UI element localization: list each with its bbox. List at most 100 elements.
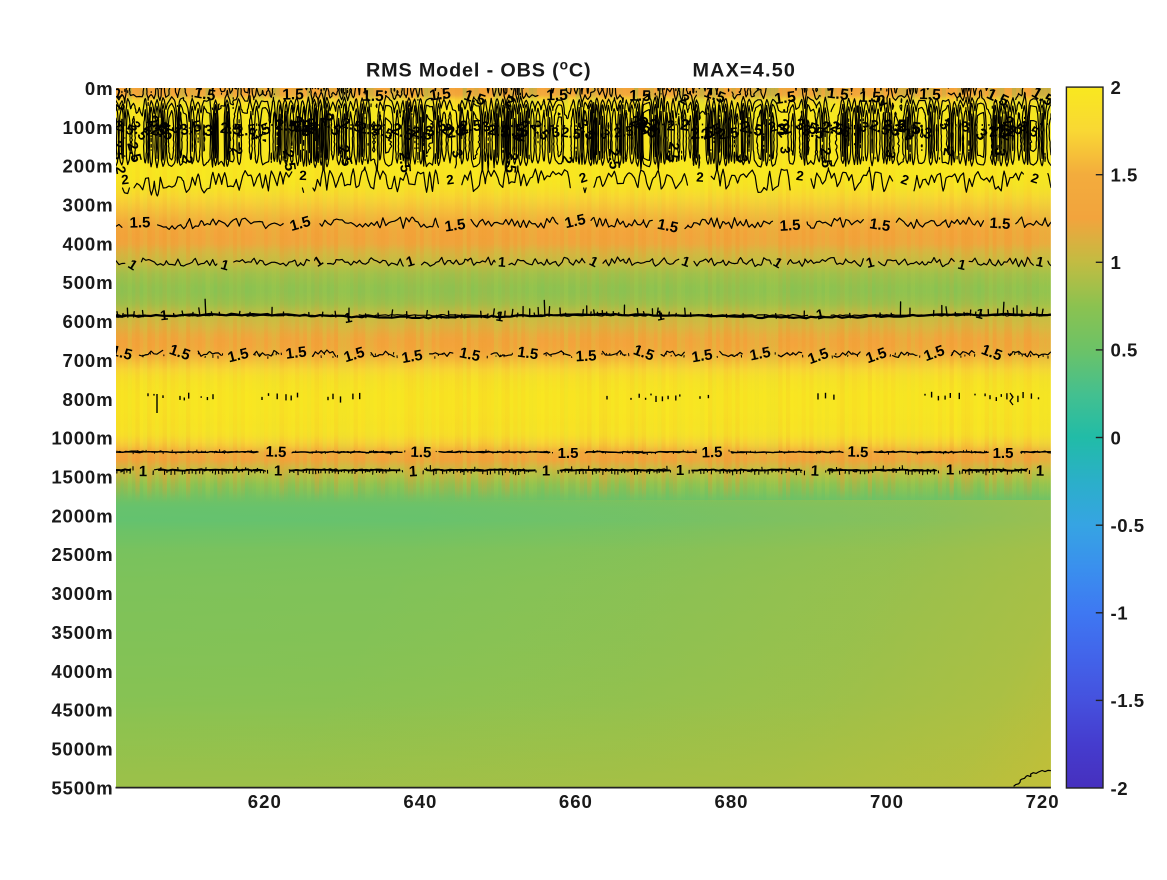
svg-text:1: 1 xyxy=(1111,252,1122,273)
svg-text:1.5: 1.5 xyxy=(167,341,192,364)
svg-text:5500m: 5500m xyxy=(51,777,113,798)
svg-text:1: 1 xyxy=(956,256,968,273)
svg-text:3: 3 xyxy=(990,146,1008,157)
svg-text:2.5: 2.5 xyxy=(357,120,381,140)
svg-text:200m: 200m xyxy=(63,156,114,177)
svg-text:100m: 100m xyxy=(63,117,114,138)
svg-text:1.5: 1.5 xyxy=(285,343,308,362)
svg-text:3: 3 xyxy=(300,116,313,137)
svg-text:0.5: 0.5 xyxy=(1111,340,1138,361)
svg-text:1.5: 1.5 xyxy=(444,216,467,236)
svg-text:1.5: 1.5 xyxy=(458,344,482,365)
svg-text:3.5: 3.5 xyxy=(884,117,907,135)
svg-text:2: 2 xyxy=(767,119,779,136)
svg-text:640: 640 xyxy=(403,791,437,812)
svg-text:1: 1 xyxy=(159,307,169,324)
svg-text:MAX=4.50: MAX=4.50 xyxy=(693,59,797,81)
svg-text:2.5: 2.5 xyxy=(699,120,725,144)
svg-text:2.5: 2.5 xyxy=(279,149,299,173)
svg-text:2: 2 xyxy=(299,168,307,183)
svg-text:2: 2 xyxy=(696,170,704,185)
svg-text:500m: 500m xyxy=(63,272,114,293)
svg-text:2: 2 xyxy=(795,168,805,184)
svg-text:2.5: 2.5 xyxy=(690,124,714,144)
svg-text:2: 2 xyxy=(228,146,245,156)
svg-text:1.5: 1.5 xyxy=(989,215,1011,233)
svg-text:2.5: 2.5 xyxy=(459,118,482,136)
svg-text:5000m: 5000m xyxy=(51,738,113,759)
svg-text:1.5: 1.5 xyxy=(428,85,452,105)
svg-text:2: 2 xyxy=(121,172,130,188)
svg-text:2.5: 2.5 xyxy=(110,140,127,160)
svg-text:2: 2 xyxy=(111,84,126,102)
svg-text:2.5: 2.5 xyxy=(604,148,622,171)
svg-text:300m: 300m xyxy=(63,195,114,216)
svg-text:1: 1 xyxy=(814,305,825,322)
svg-text:1.5: 1.5 xyxy=(546,87,568,104)
svg-text:3000m: 3000m xyxy=(51,583,113,604)
svg-text:2500m: 2500m xyxy=(51,544,113,565)
svg-text:2000m: 2000m xyxy=(51,505,113,526)
svg-text:2.5: 2.5 xyxy=(112,117,136,139)
svg-text:1: 1 xyxy=(864,254,876,272)
svg-text:2: 2 xyxy=(1111,77,1122,98)
svg-text:2.5: 2.5 xyxy=(142,117,167,140)
svg-text:3: 3 xyxy=(635,115,648,135)
svg-text:4000m: 4000m xyxy=(51,661,113,682)
svg-text:2: 2 xyxy=(112,165,129,176)
svg-text:800m: 800m xyxy=(63,389,114,410)
svg-text:2.5: 2.5 xyxy=(717,125,739,143)
svg-text:3500m: 3500m xyxy=(51,622,113,643)
svg-text:2: 2 xyxy=(559,155,576,165)
svg-text:2: 2 xyxy=(178,154,196,165)
svg-text:2.5: 2.5 xyxy=(123,140,144,164)
svg-text:2: 2 xyxy=(1029,170,1041,187)
svg-text:3.5: 3.5 xyxy=(800,122,825,143)
svg-text:4500m: 4500m xyxy=(51,700,113,721)
svg-text:1.5: 1.5 xyxy=(226,345,250,367)
svg-text:620: 620 xyxy=(248,791,282,812)
svg-text:1.5: 1.5 xyxy=(748,344,772,365)
svg-text:1.5: 1.5 xyxy=(922,342,947,365)
svg-text:2: 2 xyxy=(939,147,957,158)
svg-text:2.5: 2.5 xyxy=(816,147,834,169)
svg-text:1: 1 xyxy=(1035,253,1046,270)
svg-text:600m: 600m xyxy=(63,311,114,332)
svg-text:3: 3 xyxy=(733,154,750,165)
svg-text:1.5: 1.5 xyxy=(993,445,1014,462)
svg-text:1.5: 1.5 xyxy=(773,88,797,108)
svg-text:3: 3 xyxy=(881,148,898,160)
svg-text:2.5: 2.5 xyxy=(867,117,892,139)
svg-text:2: 2 xyxy=(648,116,660,135)
svg-text:1.5: 1.5 xyxy=(691,346,714,366)
svg-text:2: 2 xyxy=(112,102,129,112)
svg-text:1.5: 1.5 xyxy=(701,444,722,462)
svg-text:1.5: 1.5 xyxy=(362,88,384,105)
svg-text:1.5: 1.5 xyxy=(575,347,597,365)
svg-text:660: 660 xyxy=(559,791,593,812)
svg-text:2.5: 2.5 xyxy=(820,118,845,139)
svg-text:1.5: 1.5 xyxy=(919,86,942,104)
svg-text:1.5: 1.5 xyxy=(288,213,313,235)
svg-text:1.5: 1.5 xyxy=(864,344,889,367)
svg-text:1.5: 1.5 xyxy=(979,341,1005,364)
svg-text:2.5: 2.5 xyxy=(148,121,174,144)
svg-text:1.5: 1.5 xyxy=(462,87,488,110)
svg-text:1.5: 1.5 xyxy=(826,85,850,105)
svg-text:1: 1 xyxy=(498,254,507,271)
svg-text:700: 700 xyxy=(870,791,904,812)
svg-text:1.5: 1.5 xyxy=(282,86,304,103)
svg-text:-1.5: -1.5 xyxy=(1111,690,1145,711)
svg-text:2.5: 2.5 xyxy=(274,116,298,136)
svg-text:2.5: 2.5 xyxy=(501,120,525,141)
svg-text:1.5: 1.5 xyxy=(129,214,150,231)
svg-text:1.5: 1.5 xyxy=(779,217,801,235)
svg-text:1: 1 xyxy=(343,309,354,326)
svg-text:1: 1 xyxy=(408,463,417,480)
svg-text:2: 2 xyxy=(899,172,911,189)
svg-text:2: 2 xyxy=(445,172,455,188)
svg-text:1: 1 xyxy=(1036,463,1045,480)
svg-text:2: 2 xyxy=(679,116,691,135)
svg-text:400m: 400m xyxy=(63,233,114,254)
svg-text:2.5: 2.5 xyxy=(334,144,355,169)
